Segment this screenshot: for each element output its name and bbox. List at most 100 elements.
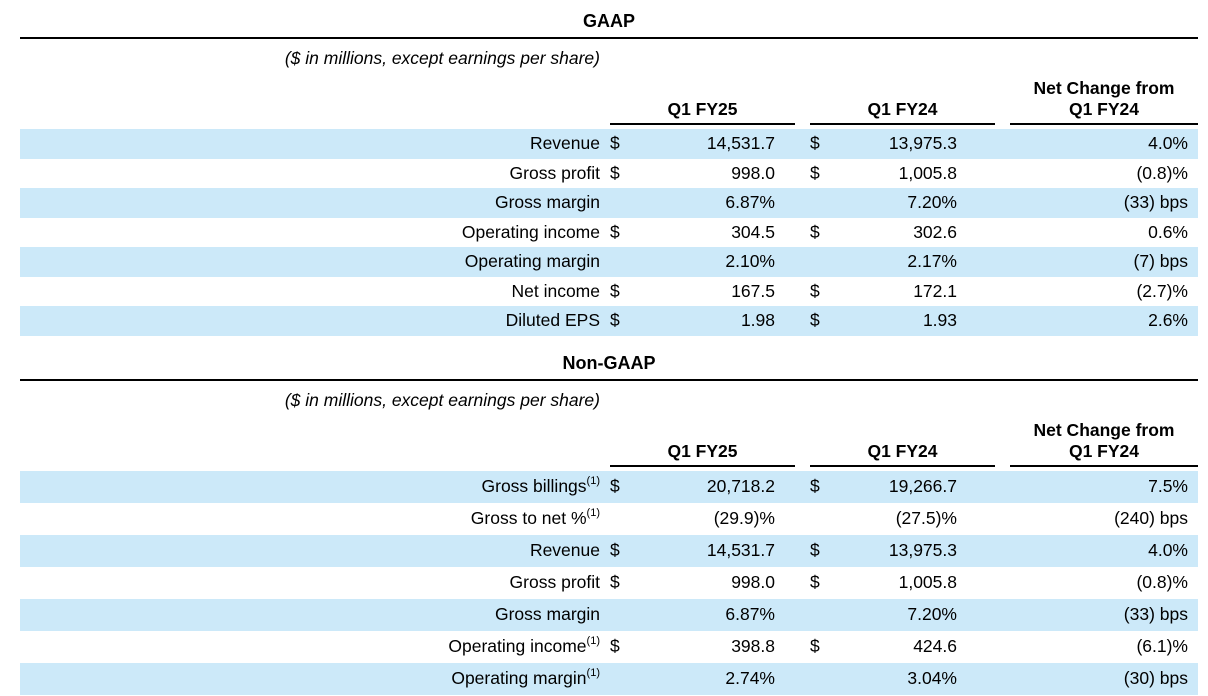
row-label: Gross to net % bbox=[470, 508, 587, 528]
currency-symbol: $ bbox=[610, 280, 620, 301]
row-label: Gross margin bbox=[494, 192, 600, 213]
currency-symbol: $ bbox=[610, 133, 620, 154]
value-q1fy24: (27.5)% bbox=[895, 508, 957, 528]
value-q1fy24: 1,005.8 bbox=[898, 162, 957, 183]
gaap-section: GAAP ($ in millions, except earnings per… bbox=[20, 8, 1198, 336]
column-header-net-change: Net Change from Q1 FY24 bbox=[1010, 420, 1198, 467]
value-q1fy25: (29.9)% bbox=[713, 508, 775, 528]
currency-symbol: $ bbox=[610, 310, 620, 331]
currency-symbol: $ bbox=[810, 476, 820, 496]
value-q1fy24: 1.93 bbox=[922, 310, 957, 331]
value-q1fy24: 13,975.3 bbox=[888, 133, 957, 154]
row-label: Operating margin bbox=[451, 668, 587, 688]
row-label: Gross margin bbox=[494, 604, 600, 624]
table-row-revenue: Revenue $14,531.7 $13,975.3 4.0% bbox=[20, 534, 1198, 567]
value-net-change: (33) bps bbox=[1123, 192, 1188, 213]
table-row-gross-billings: Gross billings(1) $20,718.2 $19,266.7 7.… bbox=[20, 470, 1198, 503]
value-net-change: (2.7)% bbox=[1136, 280, 1188, 301]
currency-symbol: $ bbox=[810, 572, 820, 592]
value-q1fy25: 398.8 bbox=[731, 636, 775, 656]
value-q1fy25: 6.87% bbox=[725, 192, 775, 213]
value-q1fy25: 2.10% bbox=[725, 251, 775, 272]
value-q1fy25: 167.5 bbox=[731, 280, 775, 301]
value-q1fy24: 3.04% bbox=[907, 668, 957, 688]
currency-symbol: $ bbox=[810, 310, 820, 331]
value-q1fy25: 20,718.2 bbox=[706, 476, 775, 496]
column-header-net-change: Net Change from Q1 FY24 bbox=[1010, 78, 1198, 125]
value-q1fy24: 7.20% bbox=[907, 192, 957, 213]
currency-symbol: $ bbox=[810, 636, 820, 656]
column-header-q1fy24: Q1 FY24 bbox=[810, 99, 995, 125]
currency-symbol: $ bbox=[610, 572, 620, 592]
value-net-change: 4.0% bbox=[1148, 540, 1188, 560]
value-q1fy24: 19,266.7 bbox=[888, 476, 957, 496]
non-gaap-section: Non-GAAP ($ in millions, except earnings… bbox=[20, 350, 1198, 695]
table-row-gross-profit: Gross profit $998.0 $1,005.8 (0.8)% bbox=[20, 159, 1198, 189]
value-q1fy24: 1,005.8 bbox=[898, 572, 957, 592]
section-title: GAAP bbox=[20, 8, 1198, 39]
net-change-line2: Q1 FY24 bbox=[1068, 99, 1140, 119]
row-label: Diluted EPS bbox=[505, 310, 600, 331]
value-q1fy25: 14,531.7 bbox=[706, 540, 775, 560]
value-net-change: 4.0% bbox=[1148, 133, 1188, 154]
footnote-marker: (1) bbox=[586, 635, 600, 648]
value-q1fy24: 13,975.3 bbox=[888, 540, 957, 560]
row-label: Operating income bbox=[448, 636, 587, 656]
value-q1fy24: 7.20% bbox=[907, 604, 957, 624]
currency-symbol: $ bbox=[610, 540, 620, 560]
value-q1fy25: 14,531.7 bbox=[706, 133, 775, 154]
table-row-gross-profit: Gross profit $998.0 $1,005.8 (0.8)% bbox=[20, 567, 1198, 599]
net-change-line1: Net Change from bbox=[1033, 419, 1175, 440]
value-net-change: 0.6% bbox=[1148, 221, 1188, 242]
units-note: ($ in millions, except earnings per shar… bbox=[284, 389, 600, 410]
value-net-change: (0.8)% bbox=[1136, 162, 1188, 183]
value-q1fy25: 6.87% bbox=[725, 604, 775, 624]
currency-symbol: $ bbox=[610, 221, 620, 242]
table-row-operating-income: Operating income(1) $398.8 $424.6 (6.1)% bbox=[20, 631, 1198, 663]
value-q1fy25: 2.74% bbox=[725, 668, 775, 688]
value-q1fy25: 998.0 bbox=[731, 162, 775, 183]
footnote-marker: (1) bbox=[586, 667, 600, 680]
value-net-change: (30) bps bbox=[1123, 668, 1188, 688]
table-row-net-income: Net income $167.5 $172.1 (2.7)% bbox=[20, 277, 1198, 307]
value-q1fy24: 172.1 bbox=[913, 280, 957, 301]
row-label: Revenue bbox=[529, 133, 600, 154]
value-net-change: (6.1)% bbox=[1136, 636, 1188, 656]
row-label: Gross billings bbox=[481, 476, 587, 496]
table-row-gross-margin: Gross margin 6.87% 7.20% (33) bps bbox=[20, 188, 1198, 218]
value-q1fy24: 302.6 bbox=[913, 221, 957, 242]
table-row-operating-margin: Operating margin 2.10% 2.17% (7) bps bbox=[20, 247, 1198, 277]
value-net-change: (240) bps bbox=[1114, 508, 1188, 528]
value-net-change: (0.8)% bbox=[1136, 572, 1188, 592]
currency-symbol: $ bbox=[810, 221, 820, 242]
row-label: Operating income bbox=[461, 221, 600, 242]
table-row-gross-to-net: Gross to net %(1) (29.9)% (27.5)% (240) … bbox=[20, 503, 1198, 535]
footnote-marker: (1) bbox=[586, 475, 600, 488]
net-change-line1: Net Change from bbox=[1033, 78, 1175, 98]
net-change-line2: Q1 FY24 bbox=[1068, 440, 1140, 461]
currency-symbol: $ bbox=[810, 540, 820, 560]
currency-symbol: $ bbox=[610, 636, 620, 656]
currency-symbol: $ bbox=[810, 162, 820, 183]
table-row-operating-income: Operating income $304.5 $302.6 0.6% bbox=[20, 218, 1198, 248]
column-header-q1fy24: Q1 FY24 bbox=[810, 441, 995, 467]
value-q1fy24: 424.6 bbox=[913, 636, 957, 656]
row-label: Revenue bbox=[529, 540, 600, 560]
column-header-q1fy25: Q1 FY25 bbox=[610, 99, 795, 125]
currency-symbol: $ bbox=[610, 162, 620, 183]
table-row-diluted-eps: Diluted EPS $1.98 $1.93 2.6% bbox=[20, 306, 1198, 336]
currency-symbol: $ bbox=[810, 133, 820, 154]
table-header-row: Q1 FY25 Q1 FY24 Net Change from Q1 FY24 bbox=[20, 420, 1198, 467]
value-net-change: (33) bps bbox=[1123, 604, 1188, 624]
currency-symbol: $ bbox=[810, 280, 820, 301]
value-net-change: 7.5% bbox=[1148, 476, 1188, 496]
section-title: Non-GAAP bbox=[20, 350, 1198, 381]
table-row-revenue: Revenue $14,531.7 $13,975.3 4.0% bbox=[20, 129, 1198, 159]
table-row-operating-margin: Operating margin(1) 2.74% 3.04% (30) bps bbox=[20, 662, 1198, 695]
row-label: Net income bbox=[511, 280, 600, 301]
row-label: Gross profit bbox=[509, 572, 600, 592]
footnote-marker: (1) bbox=[586, 507, 600, 520]
value-net-change: 2.6% bbox=[1148, 310, 1188, 331]
value-q1fy24: 2.17% bbox=[907, 251, 957, 272]
